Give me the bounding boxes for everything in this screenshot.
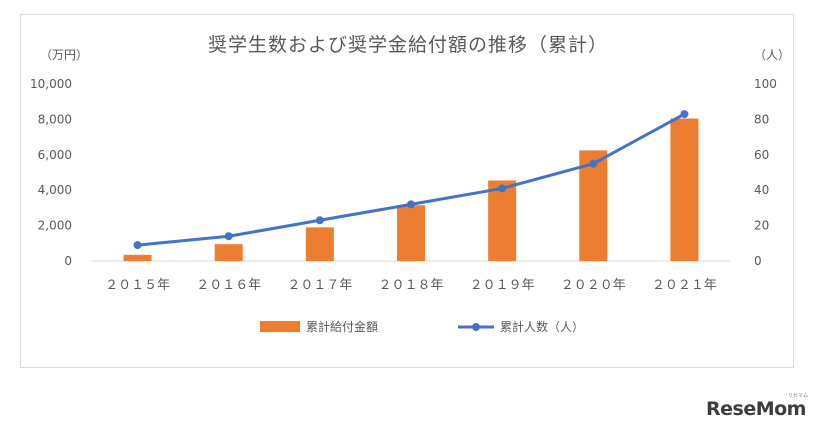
- y-right-tick-label: 100: [754, 77, 777, 91]
- line-point-2: [224, 232, 233, 241]
- y-left-tick-label: 0: [64, 254, 72, 268]
- bar-7: [670, 118, 699, 261]
- bar-4: [397, 205, 425, 261]
- y-right-tick-label: 40: [754, 183, 769, 197]
- line-point-3: [315, 216, 324, 225]
- chart-frame: [20, 14, 794, 368]
- line-point-4: [407, 200, 415, 209]
- y-right-tick-label: 60: [754, 148, 769, 162]
- bar-6: [579, 150, 608, 261]
- legend-bar-swatch: [260, 321, 300, 332]
- x-tick-label: ２０１９年: [470, 278, 535, 293]
- y-left-tick-label: 6,000: [38, 148, 72, 162]
- y-left-tick-label: 2,000: [38, 219, 72, 233]
- y-left-tick-label: 4,000: [38, 183, 72, 197]
- x-tick-label: ２０２１年: [652, 278, 717, 293]
- x-tick-label: ２０２０年: [561, 278, 626, 293]
- legend-line-marker: [472, 323, 480, 331]
- line-point-5: [498, 184, 507, 193]
- line-point-6: [589, 159, 598, 168]
- right-axis-unit: （人）: [754, 48, 791, 62]
- left-axis-unit: （万円）: [40, 48, 89, 62]
- chart-title: 奨学生数および奨学金給付額の推移（累計）: [207, 34, 608, 56]
- legend-line-label: 累計人数（人）: [500, 319, 584, 334]
- x-tick-label: ２０１７年: [287, 278, 352, 293]
- x-tick-label: ２０１５年: [105, 278, 170, 293]
- resemom-logo: ReseMom: [706, 398, 806, 420]
- line-point-7: [680, 110, 689, 119]
- bar-1: [123, 254, 152, 261]
- y-right-tick-label: 20: [754, 219, 769, 233]
- bar-2: [214, 244, 243, 261]
- legend-bar-label: 累計給付金額: [306, 319, 378, 334]
- line-point-1: [133, 241, 142, 250]
- y-left-tick-label: 8,000: [38, 112, 72, 126]
- y-right-tick-label: 0: [754, 254, 762, 268]
- bar-3: [305, 227, 334, 261]
- y-left-tick-label: 10,000: [30, 77, 72, 91]
- x-tick-label: ２０１８年: [378, 278, 443, 293]
- x-tick-label: ２０１６年: [196, 278, 261, 293]
- bar-5: [488, 180, 517, 261]
- y-right-tick-label: 80: [754, 112, 769, 126]
- resemom-logo-small: リセマム: [788, 393, 809, 399]
